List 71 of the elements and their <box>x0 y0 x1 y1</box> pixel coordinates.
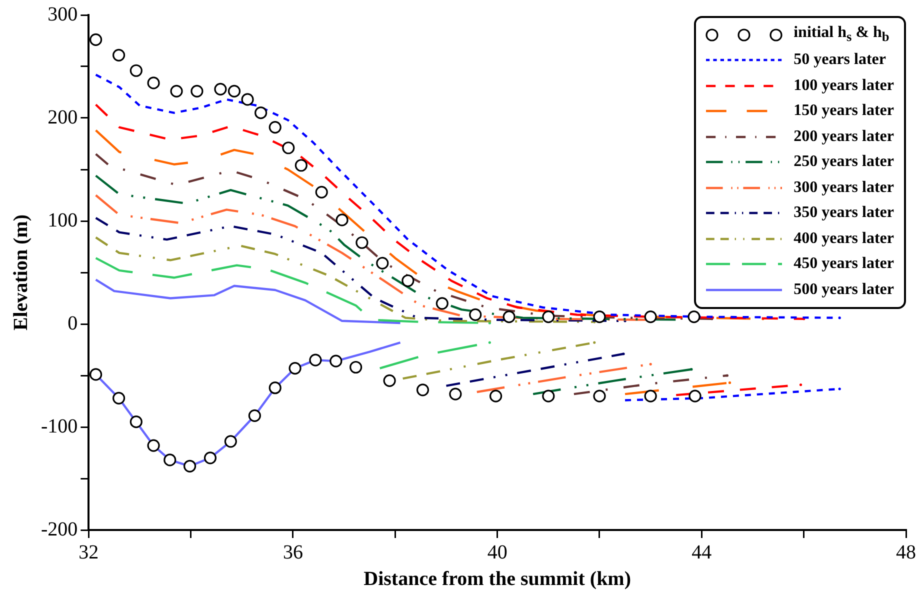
point <box>254 106 268 120</box>
point <box>593 310 606 324</box>
point <box>214 82 227 96</box>
point <box>268 120 282 134</box>
point <box>288 362 302 375</box>
legend-label: 150 years later <box>794 102 894 120</box>
point <box>112 392 126 404</box>
x-tick-label: 40 <box>487 541 508 564</box>
point <box>190 84 204 98</box>
legend-label: 300 years later <box>794 178 894 197</box>
point <box>90 368 102 381</box>
y-tick-label: 100 <box>48 209 78 232</box>
x-tick-label: 44 <box>692 541 712 564</box>
point <box>644 310 657 324</box>
legend-label: initial h$_{s}$ & h$_{b}$ <box>794 24 890 46</box>
point <box>147 439 160 452</box>
legend-label: 100 years later <box>794 76 894 95</box>
point <box>268 382 282 394</box>
point <box>688 310 700 324</box>
legend-label: 400 years later <box>794 230 894 248</box>
point <box>350 360 362 374</box>
point <box>402 274 414 288</box>
point <box>112 48 126 62</box>
x-tick-label: 36 <box>282 541 303 564</box>
y-axis-title: Elevation (m) <box>10 214 32 331</box>
point <box>593 390 606 402</box>
point <box>688 390 702 402</box>
point <box>90 33 102 46</box>
y-tick-label: 0 <box>68 312 78 334</box>
point <box>147 76 160 90</box>
point <box>309 354 322 366</box>
point <box>383 374 396 387</box>
x-tick-label: 32 <box>78 541 99 564</box>
y-tick-label: -200 <box>40 518 78 540</box>
point <box>490 390 502 402</box>
point <box>184 460 196 472</box>
y-tick-label: 200 <box>48 106 78 128</box>
legend-label: 500 years later <box>794 280 894 299</box>
point <box>228 84 241 98</box>
y-tick-label: -100 <box>40 415 78 438</box>
point <box>416 384 430 396</box>
legend-label: 200 years later <box>794 128 894 146</box>
y-tick-label: 300 <box>48 3 78 26</box>
point <box>282 142 295 154</box>
point <box>164 454 176 466</box>
x-axis-title: Distance from the summit (km) <box>364 568 632 590</box>
point <box>130 64 142 77</box>
point <box>294 159 308 172</box>
point <box>356 236 368 249</box>
point <box>436 297 448 310</box>
point <box>376 256 389 270</box>
legend-label: 350 years later <box>794 204 894 222</box>
point <box>315 186 328 198</box>
point <box>224 435 237 448</box>
point <box>170 84 183 98</box>
point <box>336 214 348 226</box>
point <box>542 310 555 324</box>
legend-label: 50 years later <box>794 51 886 70</box>
legend-label: 250 years later <box>794 153 894 172</box>
point <box>469 308 482 322</box>
point <box>449 388 462 400</box>
point <box>204 452 217 464</box>
point <box>248 409 261 422</box>
x-tick-label: 48 <box>896 541 916 564</box>
point <box>330 354 342 368</box>
legend-label: 450 years later <box>794 255 894 274</box>
point <box>644 390 657 402</box>
point <box>542 390 555 402</box>
point <box>241 93 254 106</box>
point <box>130 416 142 428</box>
point <box>502 310 516 324</box>
